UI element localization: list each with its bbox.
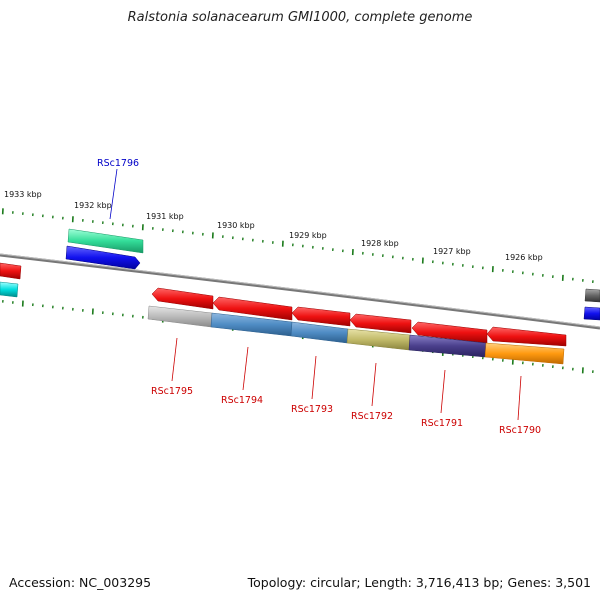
topology-text: Topology: circular;	[247, 575, 361, 590]
gene-rsc1791-arrow[interactable]	[411, 321, 488, 344]
gene-rsc1796-arrow[interactable]	[65, 245, 141, 270]
scale-label-1933-kbp: 1933 kbp	[4, 190, 42, 199]
callout-line-rsc1791	[440, 369, 446, 414]
callout-line-rsc1795	[171, 337, 178, 382]
cog-steel-segment-2[interactable]	[290, 321, 349, 344]
callout-line-rsc1794	[242, 346, 249, 391]
gene-rsc1794-arrow[interactable]	[212, 296, 293, 321]
cog-orange-segment[interactable]	[484, 342, 565, 365]
gene-left-red-partial[interactable]	[0, 262, 22, 280]
accession-label: Accession: NC_003295	[9, 575, 152, 590]
gene-rsc1793-arrow[interactable]	[291, 306, 351, 327]
gene-label-rsc1793[interactable]: RSc1793	[291, 404, 333, 415]
scale-label-1926-kbp: 1926 kbp	[505, 253, 543, 262]
gene-label-rsc1791[interactable]: RSc1791	[421, 418, 463, 429]
gene-rsc1795-arrow[interactable]	[151, 287, 214, 310]
scale-ticks-upper	[1, 208, 594, 284]
cog-khaki-segment[interactable]	[346, 328, 411, 351]
genes-count-text: Genes: 3,501	[507, 575, 591, 590]
callout-line-rsc1790	[517, 375, 522, 421]
scale-label-1931-kbp: 1931 kbp	[146, 212, 184, 221]
scale-label-1929-kbp: 1929 kbp	[289, 231, 327, 240]
genome-backbone-highlight	[0, 253, 600, 328]
scale-label-1930-kbp: 1930 kbp	[217, 221, 255, 230]
length-text: Length: 3,716,413 bp;	[364, 575, 504, 590]
gene-green-feature[interactable]	[67, 228, 144, 254]
gene-rsc1792-arrow[interactable]	[349, 313, 412, 334]
cog-grey-segment[interactable]	[147, 305, 213, 328]
callout-line-rsc1793	[311, 355, 317, 400]
scale-label-1932-kbp: 1932 kbp	[74, 201, 112, 210]
gene-label-rsc1796[interactable]: RSc1796	[97, 158, 139, 169]
callout-line-rsc1796	[109, 168, 118, 220]
gene-label-rsc1794[interactable]: RSc1794	[221, 395, 263, 406]
gene-right-grey-partial[interactable]	[584, 288, 600, 303]
gene-label-rsc1792[interactable]: RSc1792	[351, 411, 393, 422]
genome-summary: Topology: circular; Length: 3,716,413 bp…	[248, 575, 591, 590]
gene-left-cyan-partial[interactable]	[0, 281, 19, 298]
gene-rsc1790-arrow[interactable]	[486, 326, 567, 347]
scale-label-1927-kbp: 1927 kbp	[433, 247, 471, 256]
map-title: Ralstonia solanacearum GMI1000, complete…	[127, 10, 473, 25]
gene-label-rsc1795[interactable]: RSc1795	[151, 386, 193, 397]
gene-right-blue-partial[interactable]	[583, 306, 600, 321]
scale-label-1928-kbp: 1928 kbp	[361, 239, 399, 248]
genome-backbone	[0, 253, 600, 330]
callout-line-rsc1792	[371, 362, 377, 407]
gene-label-rsc1790[interactable]: RSc1790	[499, 425, 541, 436]
